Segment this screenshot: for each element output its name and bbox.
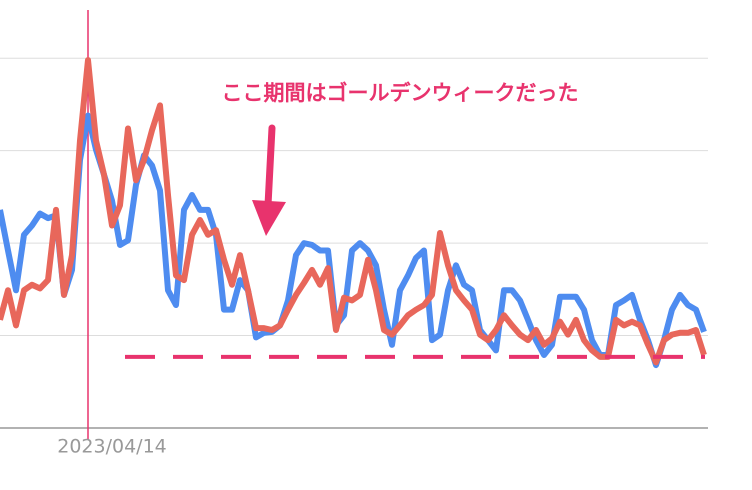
x-tick-label: 2023/04/14	[57, 436, 167, 458]
plot	[0, 57, 707, 369]
grid	[0, 10, 708, 440]
series-line	[0, 112, 707, 369]
arrow	[252, 124, 286, 236]
series-line	[0, 57, 707, 366]
annotation: ここ期間はゴールデンウィークだった	[222, 81, 579, 105]
